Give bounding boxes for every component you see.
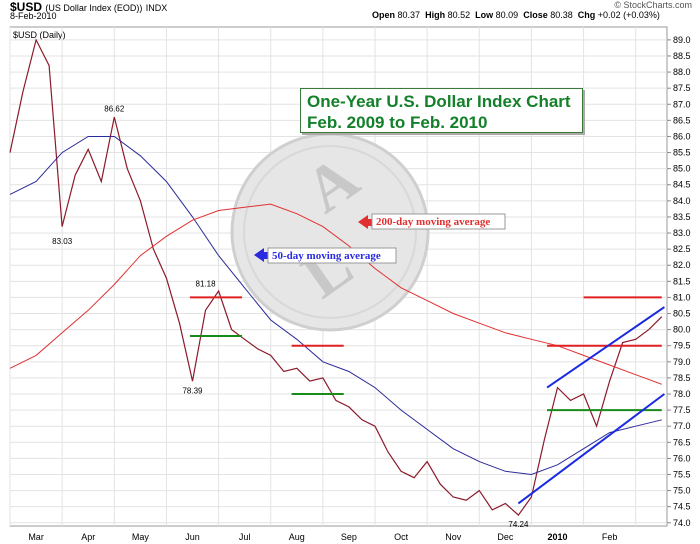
x-axis: Mar Apr May Jun Jul Aug Sep Oct Nov Dec 2010 Feb — [28, 532, 617, 542]
data-label: 74.24 — [508, 520, 529, 529]
panel-label: $USD (Daily) — [13, 30, 66, 40]
data-label: 83.03 — [52, 237, 73, 246]
open-value: 80.37 — [397, 10, 421, 20]
y-tick-label: 76.5 — [673, 437, 691, 447]
ma200-label-box — [371, 213, 506, 230]
y-tick-label: 87.0 — [673, 99, 691, 109]
y-tick-label: 84.5 — [673, 180, 691, 190]
ma50-label-box — [267, 247, 397, 264]
x-tick-label: 2010 — [547, 532, 567, 542]
y-tick-label: 87.5 — [673, 83, 691, 93]
y-tick-label: 74.0 — [673, 518, 691, 528]
low-label: Low — [475, 10, 494, 20]
y-tick-label: 78.0 — [673, 389, 691, 399]
chg-label: Chg — [577, 10, 596, 20]
header-date: 8-Feb-2010 — [10, 11, 57, 21]
y-tick-label: 82.0 — [673, 260, 691, 270]
exchange: INDX — [145, 3, 168, 13]
high-value: 80.52 — [447, 10, 471, 20]
y-tick-label: 83.5 — [673, 212, 691, 222]
y-tick-label: 78.5 — [673, 373, 691, 383]
chart-title-box: One-Year U.S. Dollar Index Chart Feb. 20… — [300, 88, 583, 133]
symbol-line: $USD (US Dollar Index (EOD)) INDX — [10, 0, 167, 14]
labels-layer: 86.62 83.03 81.18 78.39 74.24 — [52, 104, 529, 529]
y-tick-label: 82.5 — [673, 244, 691, 254]
y-tick-label: 88.5 — [673, 51, 691, 61]
y-tick-label: 86.0 — [673, 131, 691, 141]
chg-value: +0.02 (+0.03%) — [597, 10, 660, 20]
y-tick-label: 77.5 — [673, 405, 691, 415]
high-label: High — [425, 10, 446, 20]
symbol-name: (US Dollar Index (EOD)) — [45, 3, 143, 13]
data-label: 86.62 — [104, 104, 125, 113]
ma200-line — [9, 203, 662, 385]
x-tick-label: Sep — [341, 532, 357, 542]
y-tick-label: 85.0 — [673, 164, 691, 174]
trend-line — [517, 393, 665, 505]
low-value: 80.09 — [495, 10, 519, 20]
y-tick-label: 77.0 — [673, 421, 691, 431]
y-tick-label: 84.0 — [673, 196, 691, 206]
chart-title-line2: Feb. 2009 to Feb. 2010 — [307, 113, 488, 132]
y-tick-label: 79.0 — [673, 357, 691, 367]
y-tick-label: 76.0 — [673, 453, 691, 463]
close-label: Close — [523, 10, 548, 20]
x-tick-label: Aug — [289, 532, 305, 542]
ma50-callout: 50-day moving average — [254, 247, 397, 264]
close-value: 80.38 — [550, 10, 573, 20]
ma50-line — [9, 136, 662, 476]
y-tick-label: 83.0 — [673, 228, 691, 238]
y-tick-label: 86.5 — [673, 115, 691, 125]
x-tick-label: Mar — [28, 532, 44, 542]
ma200-callout: 200-day moving average — [358, 213, 506, 230]
y-tick-label: 79.5 — [673, 341, 691, 351]
y-tick-label: 81.5 — [673, 276, 691, 286]
x-tick-label: Jun — [185, 532, 200, 542]
x-tick-label: Dec — [497, 532, 514, 542]
ma50-label: 50-day moving average — [272, 250, 381, 262]
y-tick-label: 74.5 — [673, 502, 691, 512]
x-tick-label: Oct — [394, 532, 409, 542]
x-tick-label: Apr — [81, 532, 95, 542]
y-tick-label: 88.0 — [673, 67, 691, 77]
y-tick-label: 80.0 — [673, 325, 691, 335]
open-label: Open — [372, 10, 396, 20]
y-tick-label: 75.0 — [673, 486, 691, 496]
y-tick-label: 81.0 — [673, 292, 691, 302]
x-tick-label: May — [132, 532, 150, 542]
chart-header: $USD (US Dollar Index (EOD)) INDX © Stoc… — [0, 0, 700, 34]
chart-title-line1: One-Year U.S. Dollar Index Chart — [307, 92, 571, 111]
series-layer — [9, 38, 663, 516]
data-label: 78.39 — [182, 386, 203, 395]
watermark: © StockCharts.com — [614, 0, 692, 10]
y-tick-label: 75.5 — [673, 469, 691, 479]
price-line — [9, 38, 663, 516]
y-tick-label: 80.5 — [673, 309, 691, 319]
symbol: $USD — [10, 0, 43, 14]
ma200-arrow-icon — [358, 215, 372, 229]
y-tick-label: 89.0 — [673, 35, 691, 45]
trend-line — [546, 306, 665, 389]
overlay-layer — [189, 296, 665, 505]
y-axis: 89.0 88.5 88.0 87.5 87.0 86.5 86.0 85.5 85.0 84.5… — [667, 35, 691, 528]
ohlc-readout: Open 80.37 High 80.52 Low 80.09 Close 80… — [372, 10, 660, 20]
ma200-label: 200-day moving average — [376, 216, 490, 228]
x-tick-label: Nov — [445, 532, 462, 542]
data-label: 81.18 — [196, 280, 217, 289]
ma50-arrow-icon — [254, 248, 268, 262]
x-tick-label: Jul — [239, 532, 251, 542]
y-tick-label: 85.5 — [673, 148, 691, 158]
x-tick-label: Feb — [602, 532, 618, 542]
